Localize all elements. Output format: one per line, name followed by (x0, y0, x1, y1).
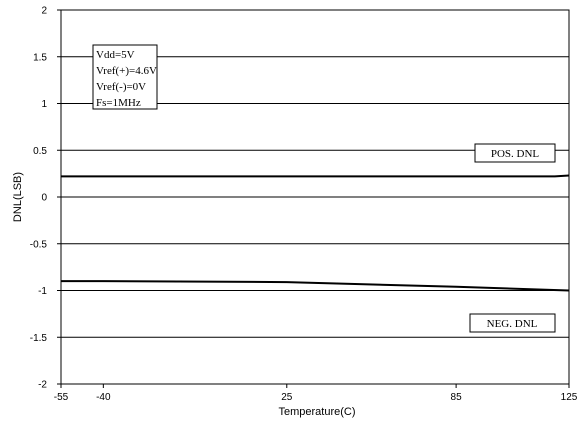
conditions-box: Vdd=5V Vref(+)=4.6V Vref(-)=0V Fs=1MHz (92, 44, 158, 110)
x-tick-label: 125 (561, 392, 578, 403)
pos-dnl-label-text: POS. DNL (491, 148, 540, 160)
series-lines (61, 174, 570, 292)
pos-dnl-line (61, 174, 570, 178)
y-axis-label: DNL(LSB) (12, 172, 24, 222)
y-tick-label: 1 (41, 99, 47, 110)
y-axis-ticks: -2 -1.5 -1 -0.5 0 0.5 1 1.5 2 (30, 6, 61, 391)
condition-vref-pos: Vref(+)=4.6V (96, 65, 157, 77)
y-tick-label: 0 (41, 193, 47, 204)
x-tick-label: 25 (281, 392, 293, 403)
neg-dnl-label: NEG. DNL (469, 313, 556, 333)
pos-dnl-label: POS. DNL (474, 143, 556, 163)
y-tick-label: -2 (38, 380, 47, 391)
x-tick-label: -40 (96, 392, 111, 403)
y-tick-label: -0.5 (30, 239, 48, 250)
x-axis-ticks: -55 -40 25 85 125 (54, 384, 578, 403)
y-tick-label: 1.5 (33, 52, 47, 63)
condition-vdd: Vdd=5V (96, 49, 135, 61)
x-axis-label: Temperature(C) (278, 406, 355, 418)
condition-fs: Fs=1MHz (96, 97, 141, 109)
x-tick-label: 85 (451, 392, 463, 403)
neg-dnl-label-text: NEG. DNL (487, 318, 538, 330)
x-tick-label: -55 (54, 392, 69, 403)
condition-vref-neg: Vref(-)=0V (96, 81, 146, 93)
y-tick-label: -1.5 (30, 333, 48, 344)
y-tick-label: 0.5 (33, 146, 47, 157)
neg-dnl-line (61, 280, 570, 292)
y-tick-label: 2 (41, 6, 47, 17)
y-tick-label: -1 (38, 286, 47, 297)
